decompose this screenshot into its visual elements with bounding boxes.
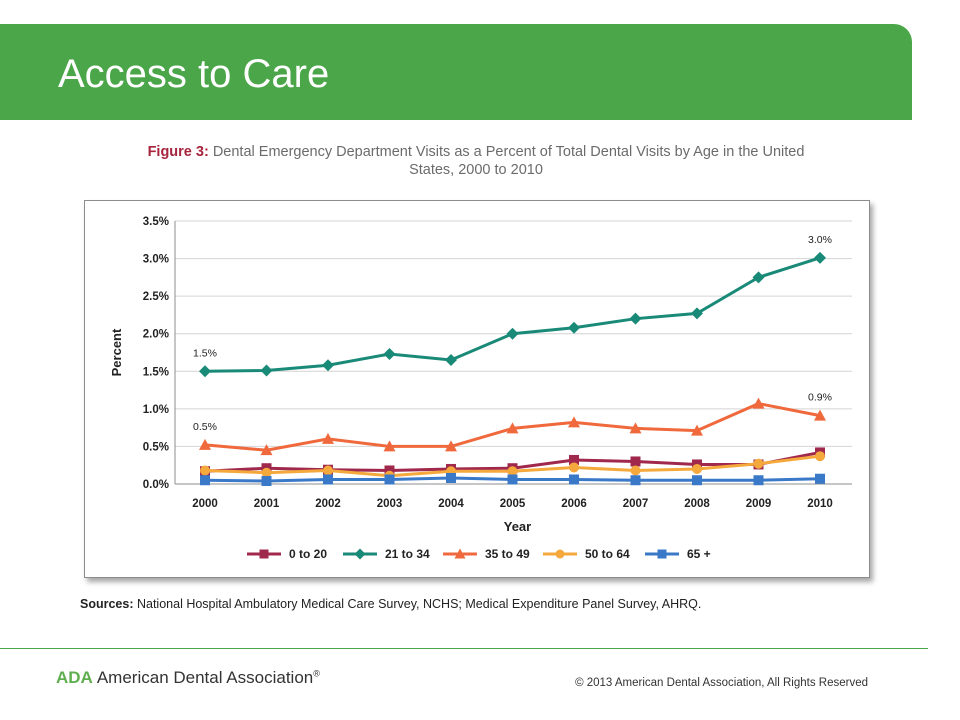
data-point <box>323 465 333 476</box>
x-tick-label: 2006 <box>561 498 587 510</box>
sources-note: Sources: National Hospital Ambulatory Me… <box>80 597 701 611</box>
data-point <box>507 474 518 485</box>
data-point <box>568 416 580 428</box>
sources-label: Sources: <box>80 597 134 611</box>
legend-marker <box>259 549 269 559</box>
data-point <box>814 251 826 264</box>
data-point <box>752 397 765 409</box>
logo-name: American Dental Association <box>96 668 314 687</box>
data-point <box>569 454 579 465</box>
data-point <box>322 432 334 444</box>
data-point <box>692 463 702 474</box>
data-point <box>692 475 702 486</box>
legend-label: 65 + <box>687 547 711 561</box>
figure-title-line2: States, 2000 to 2010 <box>409 162 543 178</box>
data-point <box>383 348 396 361</box>
copyright-notice: © 2013 American Dental Association, All … <box>575 677 868 689</box>
x-axis-label: Year <box>504 519 531 534</box>
data-point <box>446 472 456 483</box>
y-tick-label: 3.5% <box>143 216 169 228</box>
y-tick-label: 2.5% <box>143 291 169 303</box>
data-point <box>445 354 457 367</box>
chart-frame: 0.0% 0.5% 1.0% 1.5% 2.0% 2.5% 3.0% 3.5% 2000 2001… <box>84 200 870 578</box>
data-point <box>322 359 334 372</box>
legend-label: 0 to 20 <box>289 547 327 561</box>
legend-label: 35 to 49 <box>485 547 530 561</box>
data-point <box>753 475 764 486</box>
data-point <box>815 473 825 484</box>
x-tick-label: 2004 <box>438 498 464 510</box>
legend-marker <box>354 548 366 560</box>
x-tick-label: 2000 <box>192 498 218 510</box>
data-point <box>261 475 272 486</box>
figure-caption: Figure 3: Dental Emergency Department Vi… <box>96 143 856 179</box>
legend-label: 50 to 64 <box>585 547 630 561</box>
data-point <box>200 475 210 486</box>
data-point <box>630 456 641 467</box>
data-point <box>630 475 641 486</box>
data-label: 0.9% <box>808 392 832 404</box>
slide-title: Access to Care <box>58 52 330 96</box>
data-point <box>384 474 395 485</box>
data-point <box>629 422 642 434</box>
legend-marker <box>454 548 466 559</box>
y-tick-label: 0.5% <box>143 441 169 453</box>
data-point <box>384 465 395 476</box>
data-point <box>445 440 457 452</box>
data-point <box>199 438 211 450</box>
data-label: 0.5% <box>193 421 217 433</box>
y-tick-label: 1.5% <box>143 366 169 378</box>
figure-label: Figure 3: <box>147 144 209 160</box>
line-chart: 0.0% 0.5% 1.0% 1.5% 2.0% 2.5% 3.0% 3.5% 2000 2001… <box>109 216 852 561</box>
data-point <box>815 451 825 462</box>
data-point <box>753 458 764 469</box>
data-point <box>260 444 273 456</box>
legend-marker <box>555 549 565 559</box>
legend-marker <box>657 549 667 559</box>
data-point <box>569 474 579 485</box>
data-point <box>507 466 518 477</box>
legend-label: 21 to 34 <box>385 547 430 561</box>
x-tick-label: 2007 <box>623 498 649 510</box>
registered-mark: ® <box>313 668 320 679</box>
data-point <box>569 462 579 473</box>
x-tick-label: 2002 <box>315 498 341 510</box>
x-tick-label: 2001 <box>254 498 280 510</box>
data-point <box>323 474 333 485</box>
data-point <box>629 312 642 325</box>
data-point <box>752 271 765 284</box>
x-tick-label: 2010 <box>807 498 833 510</box>
y-tick-label: 3.0% <box>143 254 169 266</box>
data-point <box>630 465 641 476</box>
y-tick-label: 2.0% <box>143 329 169 341</box>
data-label: 3.0% <box>808 234 832 246</box>
title-banner: Access to Care <box>0 24 912 120</box>
x-tick-label: 2008 <box>684 498 710 510</box>
x-tick-label: 2003 <box>377 498 403 510</box>
data-point <box>568 321 580 334</box>
ada-logo: ADA American Dental Association® <box>56 668 320 688</box>
data-point <box>261 467 272 478</box>
logo-abbr: ADA <box>56 668 93 687</box>
data-point <box>260 364 273 377</box>
data-point <box>691 424 703 436</box>
y-axis-label: Percent <box>109 328 124 376</box>
data-label: 1.5% <box>193 347 217 359</box>
data-point <box>814 409 826 421</box>
footer-divider <box>0 648 928 649</box>
data-point <box>383 440 396 452</box>
figure-title-line1: Dental Emergency Department Visits as a … <box>212 144 805 160</box>
data-point <box>506 327 519 340</box>
series-line <box>204 256 821 373</box>
x-tick-label: 2005 <box>500 498 526 510</box>
data-point <box>200 465 210 476</box>
x-tick-label: 2009 <box>746 498 772 510</box>
y-tick-label: 1.0% <box>143 404 169 416</box>
data-point <box>506 422 519 434</box>
y-tick-label: 0.0% <box>143 479 169 491</box>
data-point <box>199 365 211 378</box>
sources-text: National Hospital Ambulatory Medical Car… <box>136 597 702 611</box>
data-point <box>691 307 703 320</box>
